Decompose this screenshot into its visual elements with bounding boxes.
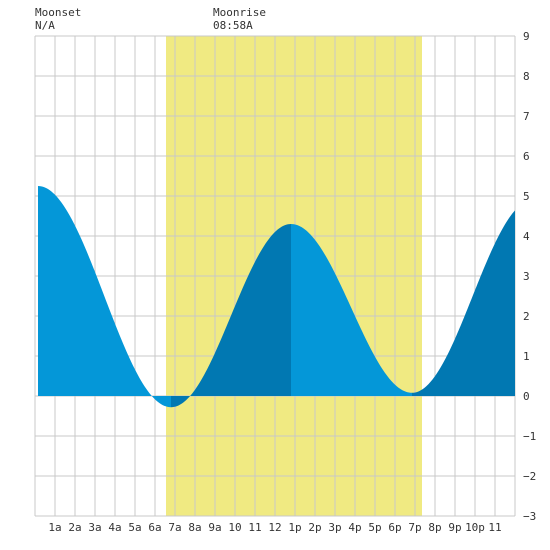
x-tick-label: 12 [268,521,281,534]
x-tick-label: 9a [208,521,221,534]
y-tick-label: −2 [523,470,536,483]
x-tick-label: 4a [108,521,121,534]
y-tick-label: 1 [523,350,530,363]
x-tick-label: 5p [368,521,381,534]
x-tick-label: 11 [488,521,501,534]
y-tick-label: 9 [523,30,530,43]
rising-tide-area [412,210,515,396]
tide-area-layer [38,186,515,408]
x-tick-label: 1p [288,521,301,534]
falling-tide-area [38,186,171,408]
y-tick-label: 6 [523,150,530,163]
x-tick-label: 6p [388,521,401,534]
y-tick-label: 5 [523,190,530,203]
moonset-label: Moonset [35,6,82,19]
x-tick-label: 3p [328,521,341,534]
x-tick-label: 8a [188,521,201,534]
y-tick-label: −1 [523,430,536,443]
falling-tide-area [291,224,412,396]
x-tick-label: 10 [228,521,241,534]
x-tick-label: 10p [465,521,485,534]
rising-tide-area [171,224,291,408]
x-tick-label: 3a [88,521,101,534]
x-tick-label: 1a [48,521,61,534]
x-tick-label: 2a [68,521,81,534]
x-tick-label: 2p [308,521,321,534]
y-tick-label: 2 [523,310,530,323]
y-tick-label: 3 [523,270,530,283]
x-tick-labels: 1a 2a 3a 4a 5a 6a 7a 8a 9a 10 11 12 1p 2p 3p 4p 5p 6p 7p 8p… [48,521,501,534]
x-tick-label: 5a [128,521,141,534]
x-tick-label: 9p [448,521,461,534]
y-tick-label: 0 [523,390,530,403]
x-tick-label: 11 [248,521,261,534]
x-tick-label: 7a [168,521,181,534]
y-tick-label: 4 [523,230,530,243]
moonrise-info: Moonrise 08:58A [213,6,266,32]
moonset-value: N/A [35,19,55,32]
x-tick-label: 6a [148,521,161,534]
y-tick-label: −3 [523,510,536,523]
moonrise-label: Moonrise [213,6,266,19]
moonset-info: Moonset N/A [35,6,81,32]
y-tick-labels: 9 8 7 6 5 4 3 2 1 0 −1 −2 −3 [523,30,536,523]
y-tick-label: 7 [523,110,530,123]
x-tick-label: 8p [428,521,441,534]
x-tick-label: 7p [408,521,421,534]
y-tick-label: 8 [523,70,530,83]
moonrise-value: 08:58A [213,19,253,32]
x-tick-label: 4p [348,521,361,534]
